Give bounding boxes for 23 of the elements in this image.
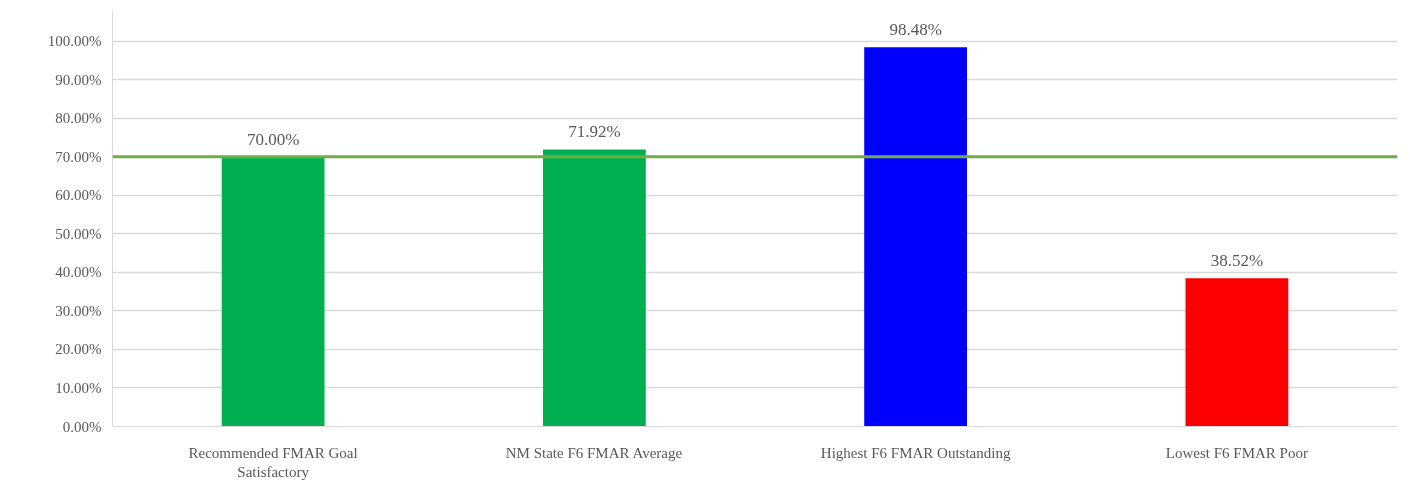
bar <box>221 156 325 427</box>
y-tick-label: 60.00% <box>55 187 102 204</box>
y-tick-label: 50.00% <box>55 225 102 242</box>
y-tick-label: 30.00% <box>55 302 102 319</box>
bar <box>542 149 646 427</box>
y-tick-label: 10.00% <box>55 379 102 396</box>
y-tick-label: 0.00% <box>62 418 102 435</box>
y-tick-label: 80.00% <box>55 110 102 127</box>
x-tick-label: Lowest F6 FMAR Poor <box>1165 444 1308 461</box>
y-tick-label: 40.00% <box>55 264 102 281</box>
y-tick-label: 90.00% <box>55 71 102 88</box>
y-tick-label: 100.00% <box>47 33 102 50</box>
x-tick-label: Recommended FMAR Goal Satisfactory <box>188 444 358 480</box>
data-label: 38.52% <box>1210 251 1264 271</box>
data-label: 70.00% <box>246 129 300 149</box>
bar <box>1185 278 1289 427</box>
y-tick-label: 20.00% <box>55 341 102 358</box>
data-label: 71.92% <box>568 122 621 142</box>
data-label: 98.48% <box>889 20 942 40</box>
bar <box>864 47 968 427</box>
x-tick-label: NM State F6 FMAR Average <box>505 444 683 461</box>
y-tick-label: 70.00% <box>55 148 102 165</box>
x-tick-label: Highest F6 FMAR Outstanding <box>820 444 1011 461</box>
